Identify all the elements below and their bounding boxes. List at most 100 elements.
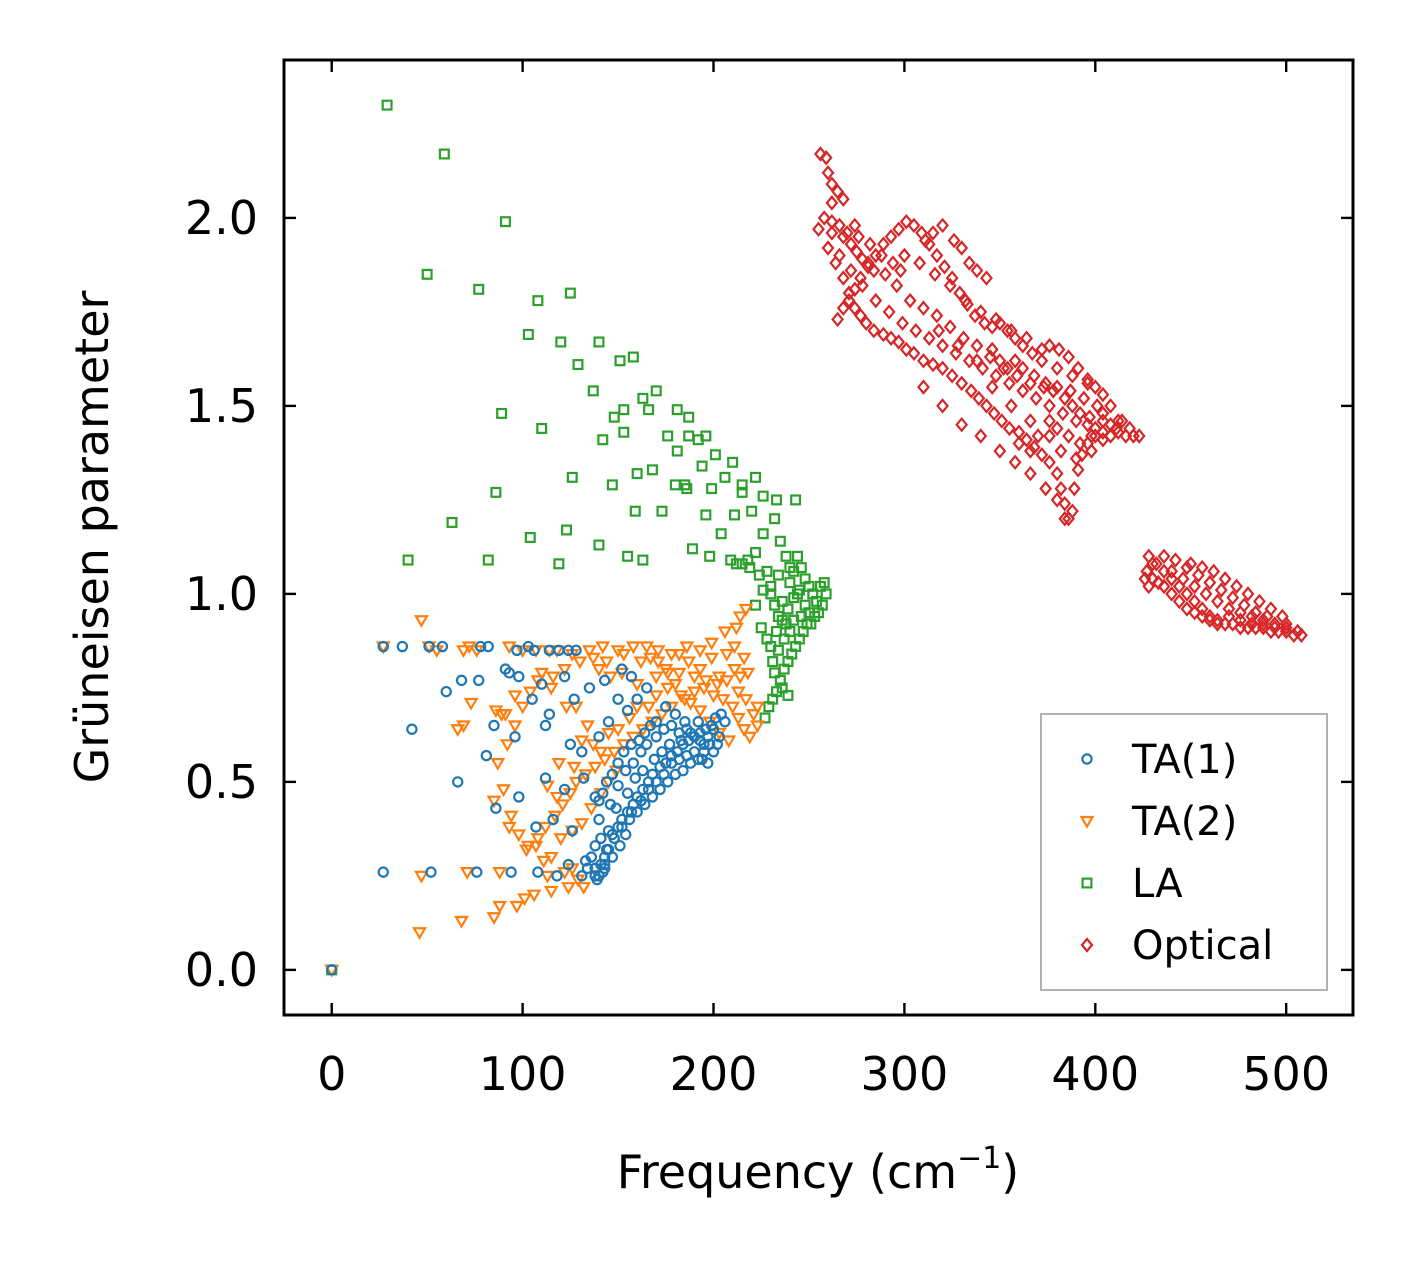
data-point: [932, 322, 946, 339]
data-point: [641, 701, 657, 715]
data-point: [1165, 563, 1179, 580]
data-point: [736, 486, 748, 498]
data-point: [570, 644, 582, 656]
data-point: [833, 247, 846, 264]
data-point: [836, 300, 850, 316]
data-point: [790, 494, 802, 506]
data-point: [593, 731, 605, 743]
data-point: [1073, 405, 1087, 422]
data-point: [757, 490, 769, 502]
data-point: [454, 915, 469, 929]
data-point: [679, 716, 691, 728]
data-point: [861, 255, 875, 271]
data-point: [782, 603, 794, 615]
data-point: [750, 701, 765, 715]
data-point: [543, 708, 556, 720]
data-point: [488, 719, 500, 732]
series-ta-1: [326, 640, 731, 976]
data-point: [696, 460, 708, 472]
x-axis-label-main: Frequency (cm: [617, 1145, 957, 1199]
data-point: [1071, 462, 1085, 478]
data-point: [635, 746, 647, 758]
data-point: [543, 885, 559, 899]
data-point: [854, 270, 867, 286]
data-point: [631, 693, 643, 705]
data-point: [772, 569, 784, 581]
data-point: [644, 719, 657, 732]
data-point: [381, 99, 393, 111]
data-point: [1008, 353, 1022, 369]
data-point: [736, 479, 748, 491]
data-point: [892, 334, 906, 350]
data-point: [1065, 368, 1079, 384]
data-point: [907, 345, 921, 361]
series-optical: [812, 146, 1308, 643]
data-point: [622, 550, 634, 562]
data-point: [1016, 360, 1030, 377]
x-tick-label: 100: [479, 1047, 567, 1101]
data-point: [1275, 608, 1289, 625]
data-point: [492, 867, 508, 880]
data-point: [985, 341, 999, 358]
data-point: [959, 292, 972, 309]
data-point: [440, 685, 452, 698]
data-point: [892, 221, 906, 237]
data-point: [648, 671, 664, 685]
data-point: [522, 328, 534, 340]
data-point: [566, 471, 578, 483]
data-point: [928, 266, 942, 283]
data-point: [650, 656, 666, 670]
data-point: [985, 379, 999, 395]
data-point: [1096, 424, 1110, 440]
data-point: [593, 794, 605, 807]
data-point: [627, 351, 639, 363]
data-point: [1203, 612, 1217, 628]
data-point: [637, 764, 649, 777]
data-point: [1245, 616, 1259, 632]
data-point: [861, 259, 875, 275]
data-point: [821, 165, 835, 181]
data-point: [1039, 375, 1053, 392]
data-point: [679, 641, 695, 655]
data-point: [517, 893, 532, 907]
data-point: [587, 761, 603, 775]
data-point: [629, 505, 641, 517]
y-tick-label: 0.5: [185, 755, 258, 809]
data-point: [1180, 559, 1194, 576]
data-point: [836, 191, 850, 207]
data-point: [414, 615, 429, 628]
data-point: [540, 870, 555, 884]
data-point: [530, 821, 542, 833]
data-point: [774, 674, 786, 686]
data-point: [867, 322, 881, 339]
data-point: [1050, 492, 1064, 508]
data-point: [1012, 435, 1026, 452]
data-point: [792, 588, 804, 600]
data-point: [1195, 559, 1209, 576]
data-point: [534, 667, 550, 681]
data-point: [1241, 586, 1255, 602]
data-point: [698, 675, 714, 689]
data-point: [582, 645, 597, 658]
data-point: [772, 644, 784, 656]
data-point: [778, 633, 790, 645]
data-point: [526, 889, 542, 903]
x-tick-labels: 0 100 200 300 400 500: [317, 1047, 1330, 1101]
data-point: [763, 701, 775, 713]
data-point: [631, 806, 643, 818]
data-point: [719, 648, 735, 662]
data-point: [455, 674, 468, 687]
data-point: [1291, 623, 1305, 640]
data-point: [1054, 480, 1068, 497]
data-point: [473, 674, 485, 687]
data-point: [1050, 465, 1064, 482]
data-point: [681, 656, 697, 670]
data-point: [750, 547, 762, 559]
data-point: [1077, 390, 1091, 407]
data-point: [692, 716, 704, 728]
data-point: [1233, 612, 1247, 628]
data-point: [612, 779, 624, 792]
data-point: [1062, 428, 1076, 444]
data-point: [452, 776, 464, 788]
data-point: [543, 851, 559, 865]
